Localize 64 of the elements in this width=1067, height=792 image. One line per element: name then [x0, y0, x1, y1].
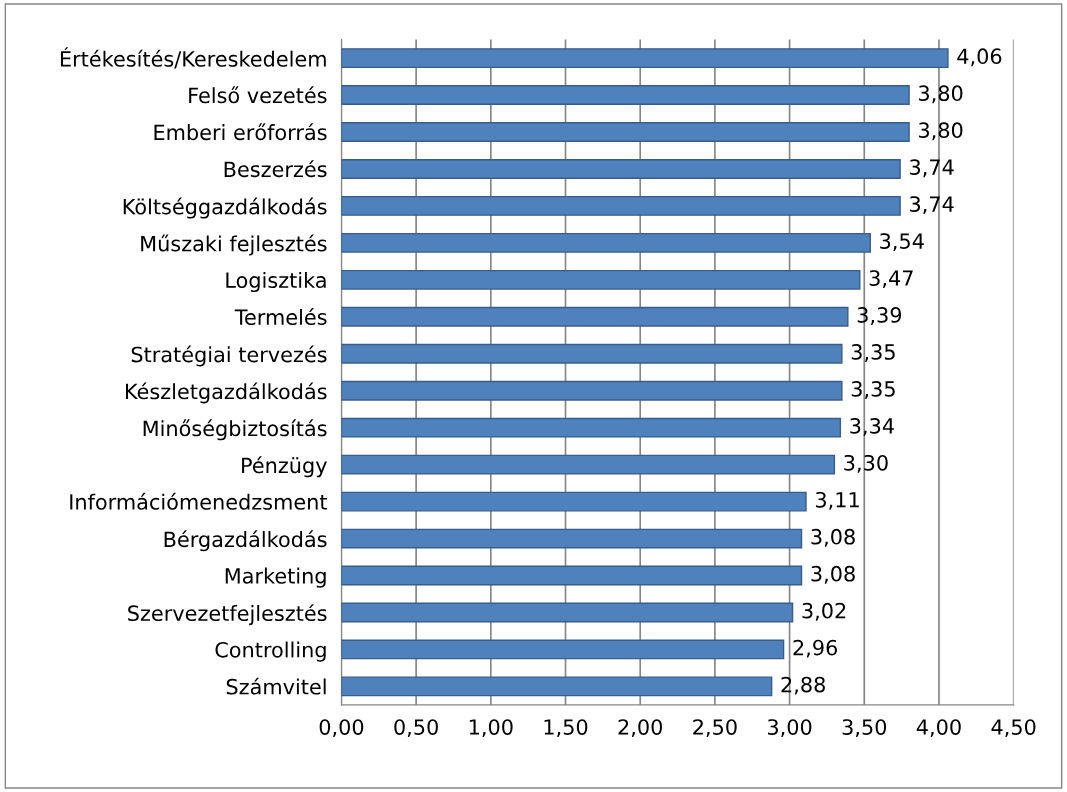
bar	[341, 380, 843, 401]
data-label: 3,35	[851, 344, 895, 362]
y-tick-label: Logisztika	[226, 271, 326, 293]
y-tick-label: Beszerzés	[224, 160, 327, 178]
y-tick-label: Bérgazdálkodás	[164, 530, 327, 552]
bar	[341, 417, 842, 438]
data-label: 3,08	[811, 528, 855, 547]
data-label: 3,74	[910, 196, 954, 215]
bar	[341, 528, 803, 549]
x-tick-label: 4,50	[991, 719, 1036, 738]
data-label: 3,35	[851, 381, 895, 399]
x-tick-label: 1,00	[469, 719, 513, 738]
bar	[341, 232, 871, 253]
x-tick-label: 0,50	[394, 719, 438, 738]
y-tick-label: Stratégiai tervezés	[131, 345, 327, 367]
data-label: 2,88	[781, 676, 825, 695]
data-label: 4,06	[957, 48, 1002, 67]
data-label: 3,02	[802, 602, 846, 621]
bar	[341, 343, 843, 364]
bar	[341, 639, 785, 660]
data-label: 3,80	[919, 122, 963, 141]
bar	[341, 676, 773, 697]
y-tick-label: Információmenedzsment	[70, 492, 328, 510]
y-tick-label: Emberi erőforrás	[154, 123, 327, 141]
y-tick-label: Szervezetfejlesztés	[128, 604, 327, 626]
data-label: 3,34	[850, 417, 894, 436]
bar	[341, 602, 794, 623]
data-label: 2,96	[793, 639, 838, 658]
y-tick-label: Termelés	[234, 308, 327, 326]
x-tick-label: 0,00	[319, 719, 364, 738]
y-tick-label: Minőségbiztosítás	[143, 419, 327, 441]
bar	[341, 269, 861, 290]
y-tick-label: Controlling	[215, 641, 326, 662]
y-tick-label: Felső vezetés	[189, 86, 327, 104]
bar	[341, 306, 849, 327]
x-tick-label: 3,50	[842, 719, 887, 738]
bar	[341, 85, 910, 105]
x-tick-label: 4,00	[916, 719, 961, 738]
data-label: 3,11	[815, 491, 859, 510]
data-label: 3,08	[811, 565, 855, 584]
bar	[341, 159, 901, 179]
data-label: 3,30	[844, 454, 888, 473]
bar	[341, 565, 803, 586]
y-tick-label: Marketing	[225, 567, 326, 588]
x-tick-label: 3,00	[767, 719, 812, 738]
data-label: 3,39	[857, 307, 902, 325]
x-tick-label: 2,00	[618, 719, 663, 738]
data-label: 3,74	[910, 159, 954, 178]
data-label: 3,54	[880, 233, 924, 252]
y-tick-label: Pénzügy	[242, 456, 327, 478]
x-tick-label: 1,50	[544, 719, 588, 738]
x-tick-label: 2,50	[693, 719, 737, 738]
data-label: 3,47	[869, 270, 913, 289]
y-tick-label: Értékesítés/Kereskedelem	[60, 47, 326, 69]
bar	[341, 454, 836, 475]
y-tick-label: Számvitel	[226, 677, 326, 695]
bar	[341, 122, 910, 142]
y-tick-label: Műszaki fejlesztés	[141, 234, 327, 256]
bar	[341, 491, 807, 512]
data-label: 3,80	[919, 85, 963, 104]
bar	[341, 48, 949, 69]
y-tick-label: Költséggazdálkodás	[123, 197, 327, 219]
y-tick-label: Készletgazdálkodás	[125, 382, 327, 404]
bar	[341, 195, 901, 216]
